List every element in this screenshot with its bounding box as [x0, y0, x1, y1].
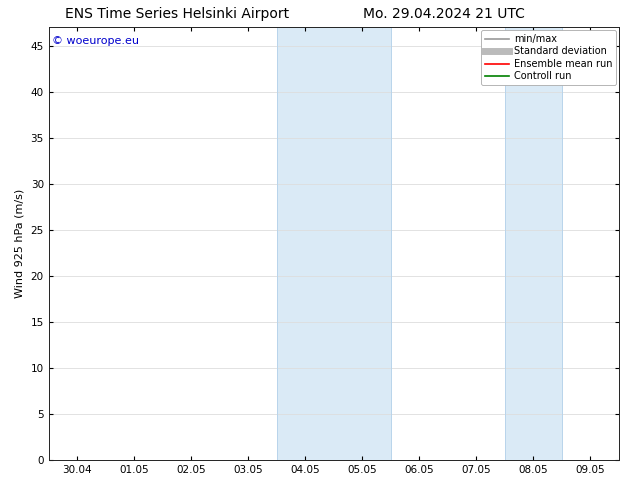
Bar — [505, 27, 562, 460]
Text: Mo. 29.04.2024 21 UTC: Mo. 29.04.2024 21 UTC — [363, 7, 525, 22]
Text: ENS Time Series Helsinki Airport: ENS Time Series Helsinki Airport — [65, 7, 290, 22]
Y-axis label: Wind 925 hPa (m/s): Wind 925 hPa (m/s) — [15, 189, 25, 298]
Text: © woeurope.eu: © woeurope.eu — [51, 36, 138, 46]
Legend: min/max, Standard deviation, Ensemble mean run, Controll run: min/max, Standard deviation, Ensemble me… — [481, 30, 616, 85]
Bar — [277, 27, 391, 460]
